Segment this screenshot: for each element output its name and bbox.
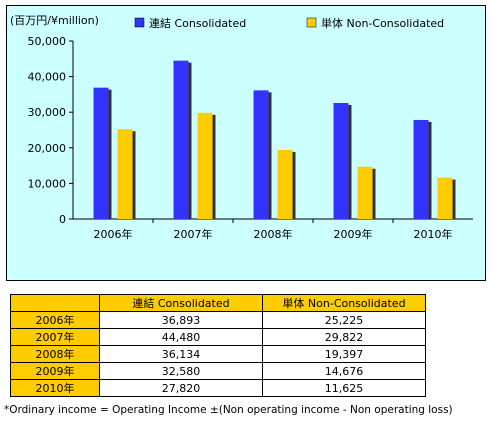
bar-consolidated (173, 60, 189, 219)
legend-label: 連結 Consolidated (149, 16, 246, 30)
bar-consolidated (253, 90, 269, 219)
x-tick-label: 2006年 (94, 227, 133, 241)
non-consolidated-value: 14,676 (262, 362, 426, 380)
table-row: 2008年 36,134 19,397 (10, 345, 426, 363)
bar-non-consolidated (437, 177, 453, 219)
non-consolidated-value: 29,822 (262, 328, 426, 346)
consolidated-value: 27,820 (99, 379, 263, 397)
table-row: 2009年 32,580 14,676 (10, 362, 426, 380)
unit-label: (百万円/¥million) (10, 14, 99, 27)
y-tick-label: 20,000 (28, 142, 67, 155)
bar-chart: (百万円/¥million) 連結 Consolidated 単体 Non-Con… (10, 14, 473, 241)
legend: 連結 Consolidated 単体 Non-Consolidated (134, 16, 444, 30)
bars (93, 60, 456, 219)
table-row: 2010年 27,820 11,625 (10, 379, 426, 397)
non-consolidated-value: 19,397 (262, 345, 426, 363)
y-tick-label: 30,000 (28, 106, 67, 119)
y-tick-label: 40,000 (28, 71, 67, 84)
chart-panel: (百万円/¥million) 連結 Consolidated 単体 Non-Con… (6, 5, 486, 281)
bar-consolidated (333, 103, 349, 219)
non-consolidated-value: 25,225 (262, 311, 426, 329)
bar-non-consolidated (197, 112, 213, 219)
bar-non-consolidated (357, 166, 373, 219)
table-corner-cell (10, 294, 100, 312)
non-consolidated-value: 11,625 (262, 379, 426, 397)
row-year: 2008年 (10, 345, 100, 363)
y-tick-label: 0 (59, 213, 66, 226)
table-row: 2007年 44,480 29,822 (10, 328, 426, 346)
legend-label: 単体 Non-Consolidated (321, 16, 444, 30)
table-row: 2006年 36,893 25,225 (10, 311, 426, 329)
footnote: *Ordinary income = Operating Income ±(No… (4, 404, 453, 416)
x-tick-label: 2008年 (254, 227, 293, 241)
row-year: 2006年 (10, 311, 100, 329)
x-axis: 2006年 2007年 2008年 2009年 2010年 (73, 218, 473, 241)
consolidated-value: 36,134 (99, 345, 263, 363)
consolidated-value: 44,480 (99, 328, 263, 346)
legend-swatch (306, 17, 317, 28)
bar-consolidated (93, 87, 109, 219)
data-table: 連結 Consolidated 単体 Non-Consolidated 2006… (10, 294, 426, 397)
x-tick-label: 2010年 (414, 227, 453, 241)
x-tick-label: 2007年 (174, 227, 213, 241)
row-year: 2009年 (10, 362, 100, 380)
y-axis: 0 10,000 20,000 30,000 40,000 50,000 (28, 35, 74, 226)
legend-swatch (134, 17, 145, 28)
bar-non-consolidated (277, 149, 293, 219)
y-tick-label: 50,000 (28, 35, 67, 48)
bar-consolidated (413, 119, 429, 219)
x-tick-label: 2009年 (334, 227, 373, 241)
consolidated-value: 32,580 (99, 362, 263, 380)
row-year: 2010年 (10, 379, 100, 397)
header-consolidated: 連結 Consolidated (99, 294, 263, 312)
header-non-consolidated: 単体 Non-Consolidated (262, 294, 426, 312)
bar-non-consolidated (117, 129, 133, 219)
table-header-row: 連結 Consolidated 単体 Non-Consolidated (10, 294, 426, 312)
y-tick-label: 10,000 (28, 177, 67, 190)
consolidated-value: 36,893 (99, 311, 263, 329)
row-year: 2007年 (10, 328, 100, 346)
